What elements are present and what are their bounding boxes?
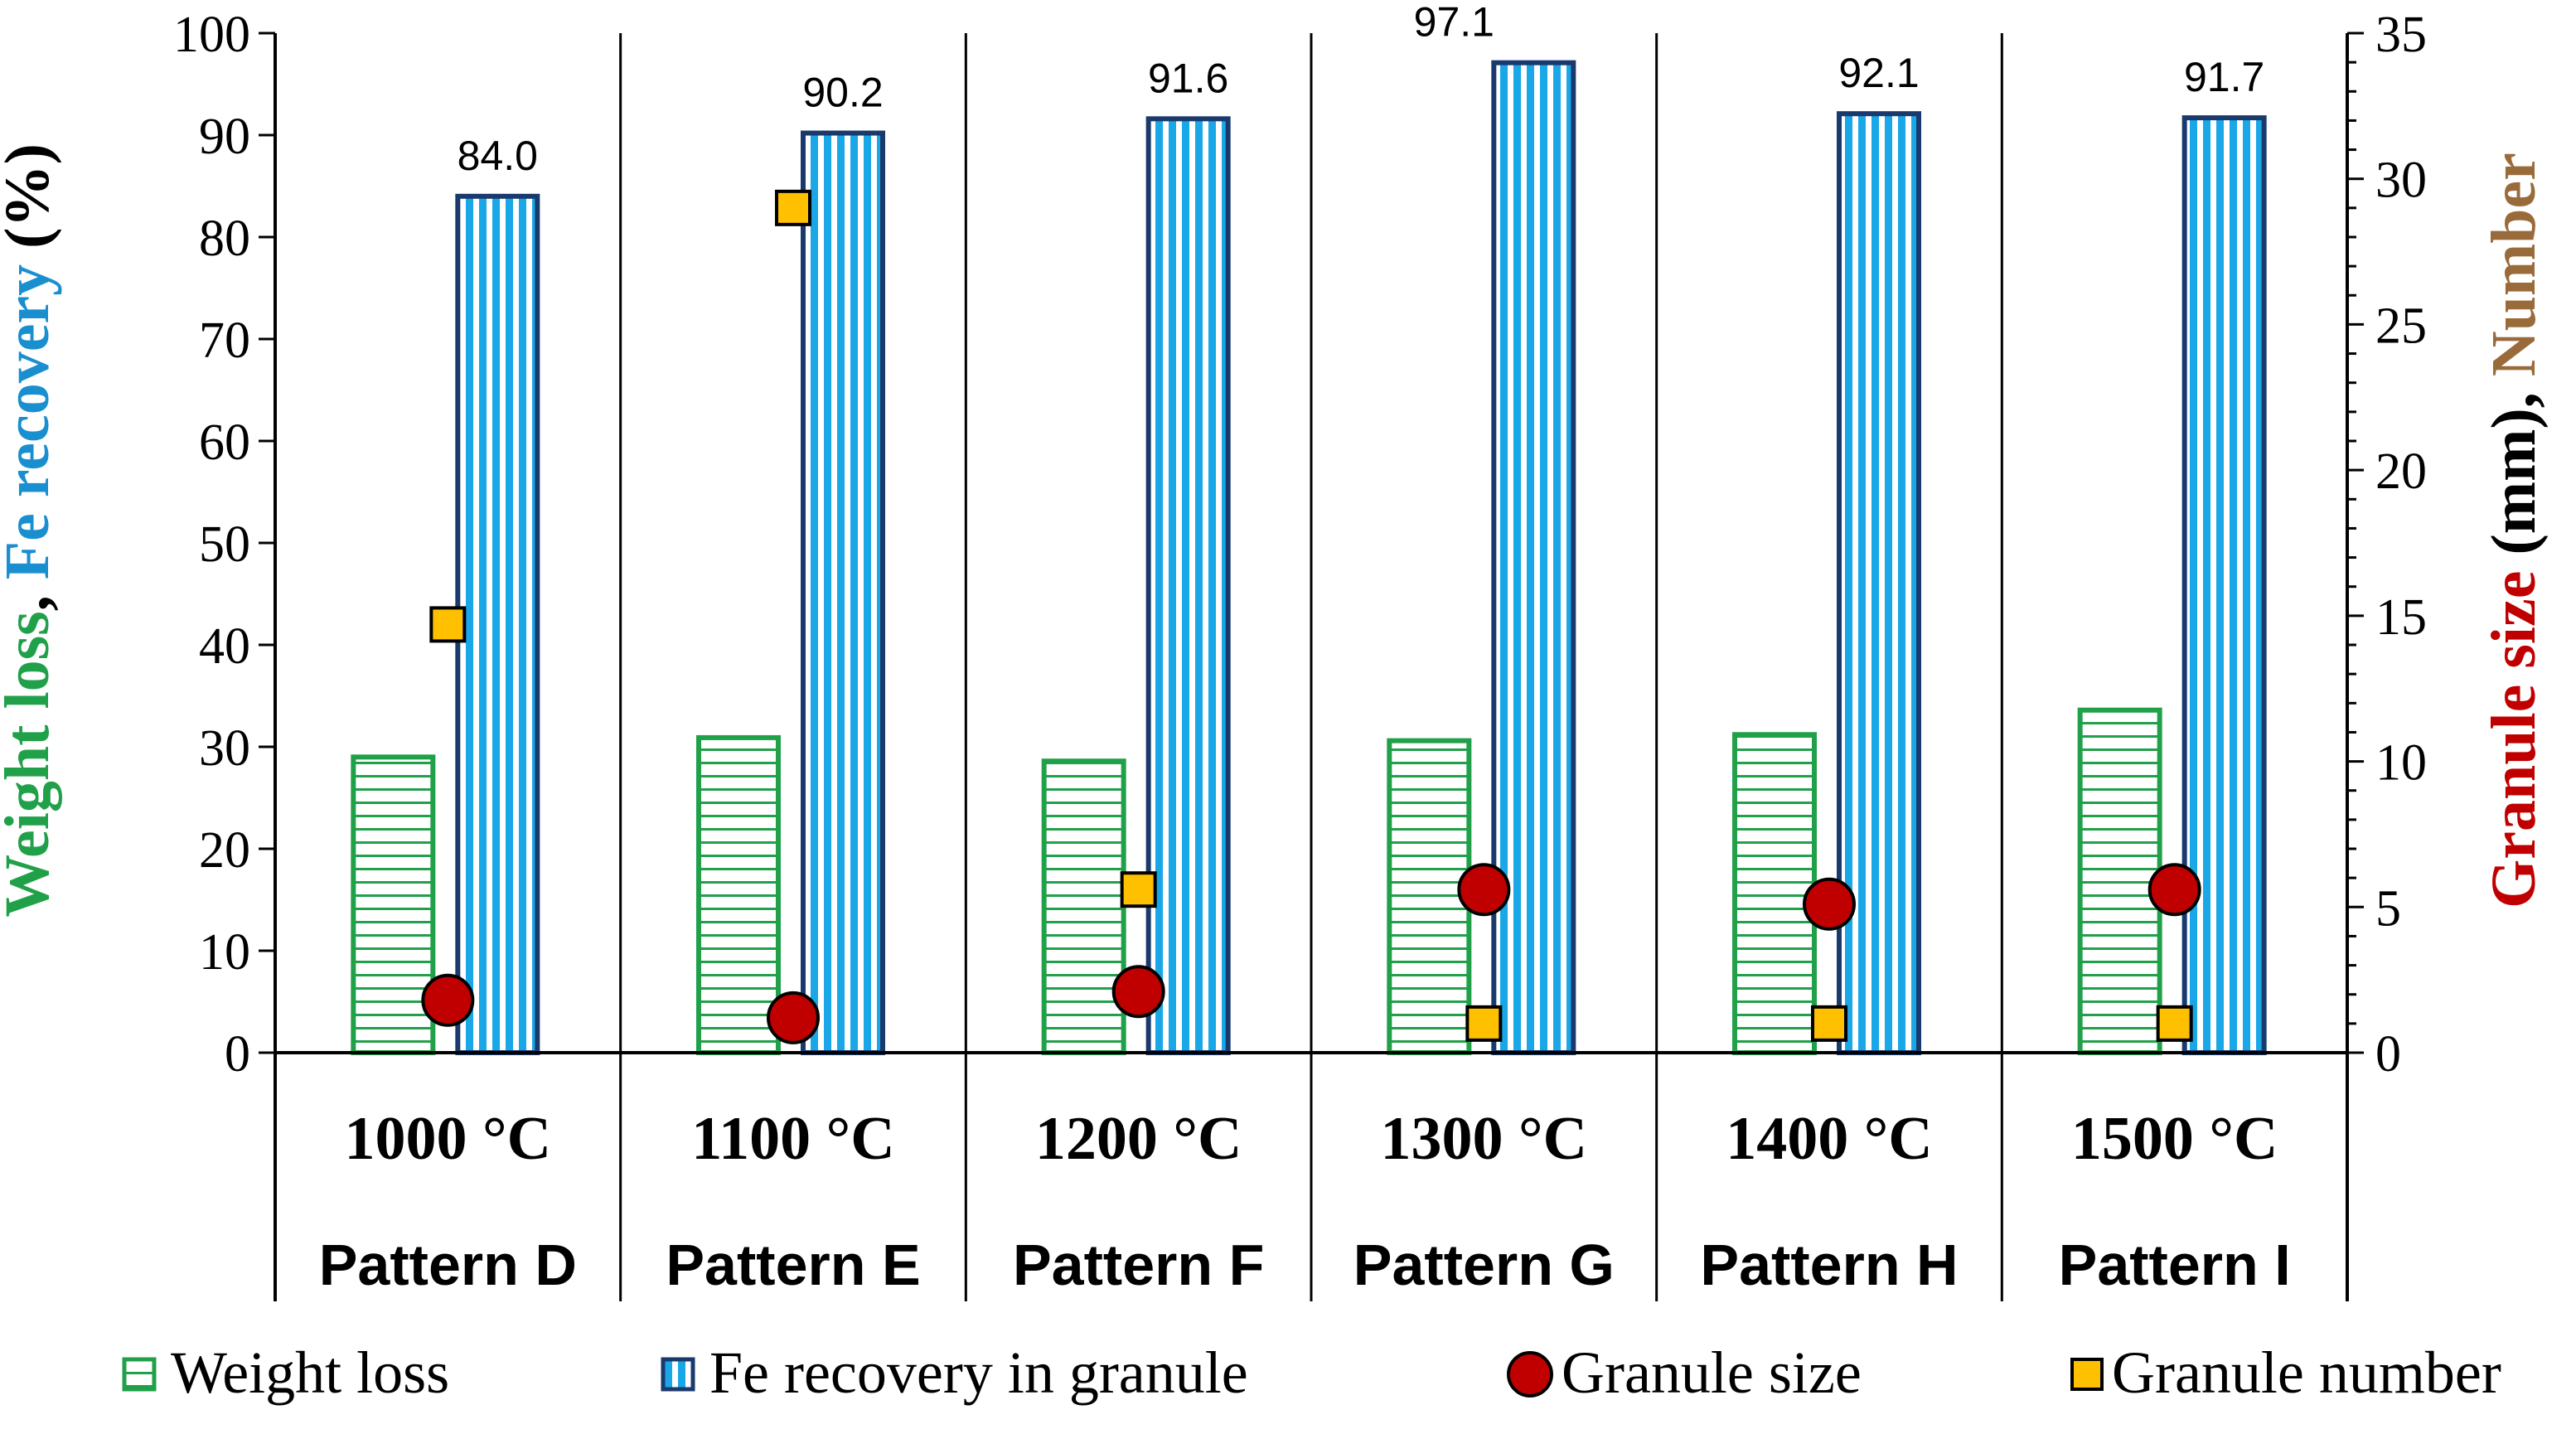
y-left-tick-label: 0 [225,1026,250,1083]
granule-size-marker [1803,877,1856,931]
y-right-tick-label: 35 [2375,7,2427,63]
y-axis-right-label: Granule size (mm), Number [2479,153,2549,908]
axis-label-part: Weight loss [0,611,62,918]
y-right-tick-label: 0 [2375,1026,2401,1083]
fe-recovery-bar [2181,115,2267,1056]
weight-loss-bar [1732,732,1817,1055]
y-left-tick-label: 80 [199,211,250,267]
granule-number-marker [1465,1005,1503,1042]
bar-data-labels: 84.0 90.2 91.6 97.1 92.1 91.7 [458,0,2265,179]
y-left-tick-label: 100 [173,7,250,63]
weight-loss-bar [2077,707,2162,1055]
category-pattern-label: Pattern H [1700,1233,1958,1297]
y-left-tick-label: 20 [199,822,250,879]
legend-granule-number-marker [2070,1358,2104,1391]
y-left-tick-label: 40 [199,618,250,675]
legend-granule-size-marker [1507,1351,1553,1398]
category-temperature-label: 1000 °C [345,1105,552,1173]
axis-label-part: (mm), [2479,376,2549,570]
granule-size-marker [421,973,475,1027]
fe-recovery-data-label: 97.1 [1414,0,1494,46]
category-pattern-label: Pattern G [1353,1233,1615,1297]
category-temperature-label: 1300 °C [1381,1105,1588,1173]
y-left-tick-label: 60 [199,414,250,471]
legend-fe-recovery-label: Fe recovery in granule [709,1339,1248,1406]
legend-fe-recovery-swatch [661,1357,695,1392]
weight-loss-bar [1041,758,1126,1055]
axes [274,33,2349,1301]
fe-recovery-data-label: 84.0 [458,133,538,179]
y-right-tick-label: 25 [2375,298,2427,354]
y-left-tick-label: 10 [199,924,250,981]
y-right-tick-label: 30 [2375,153,2427,209]
marker-series [421,189,2201,1044]
y-left-tick-label: 90 [199,109,250,165]
axis-label-part: Fe recovery [0,264,62,579]
fe-recovery-bar [1145,116,1231,1056]
category-labels: 1000 °C Pattern D 1100 °C Pattern E 1200 °C P… [319,1105,2291,1297]
legend-granule-size-label: Granule size [1562,1339,1862,1406]
category-temperature-label: 1400 °C [1726,1105,1933,1173]
axis-label-part: Number [2479,153,2549,376]
category-pattern-label: Pattern D [319,1233,577,1297]
y-right-tick-label: 10 [2375,735,2427,792]
granule-size-marker [1457,863,1511,917]
y-right-tick-label: 5 [2375,880,2401,937]
axis-label-part: , [0,579,62,611]
weight-loss-bar [351,754,436,1055]
granule-number-marker [2156,1005,2193,1042]
fe-recovery-data-label: 92.1 [1838,50,1919,96]
category-pattern-label: Pattern F [1013,1233,1264,1297]
fe-recovery-data-label: 91.6 [1148,55,1228,101]
category-pattern-label: Pattern I [2059,1233,2291,1297]
category-pattern-label: Pattern E [666,1233,920,1297]
weight-loss-bar [1387,738,1472,1055]
fe-recovery-bar [801,130,885,1055]
legend-weight-loss-label: Weight loss [171,1339,449,1406]
granule-number-marker [1120,871,1157,908]
fe-recovery-data-label: 91.7 [2184,54,2264,100]
bar-series [351,60,2267,1056]
y-left-tick-label: 30 [199,720,250,777]
y-left-tick-label: 70 [199,312,250,369]
legend-granule-number-label: Granule number [2112,1339,2501,1406]
right-axis-ticks: 0 5 10 15 20 25 30 35 [2347,7,2427,1083]
granule-size-marker [2147,863,2201,917]
fe-recovery-bar [455,193,540,1055]
category-temperature-label: 1100 °C [691,1105,894,1173]
fe-recovery-data-label: 90.2 [802,70,883,116]
category-separators [619,33,2003,1301]
axis-label-part: Granule size [2479,571,2549,908]
legend-weight-loss-swatch [122,1357,157,1392]
y-left-tick-label: 50 [199,516,250,573]
legend: Weight loss Fe recovery in granule Granule… [122,1339,2501,1406]
granule-size-marker [1111,965,1165,1019]
axis-label-part: (%) [0,143,62,264]
category-temperature-label: 1200 °C [1035,1105,1242,1173]
y-axis-left-label: Weight loss, Fe recovery (%) [0,143,62,918]
granule-number-marker [1811,1005,1847,1042]
y-right-tick-label: 15 [2375,589,2427,646]
category-temperature-label: 1500 °C [2071,1105,2278,1173]
left-axis-ticks: 0 10 20 30 40 50 60 70 80 90 100 [173,7,275,1083]
y-right-tick-label: 20 [2375,443,2427,500]
granule-number-marker [429,606,467,643]
weight-loss-bar [696,734,781,1055]
granule-size-marker [767,991,820,1044]
granule-number-marker [775,189,811,226]
